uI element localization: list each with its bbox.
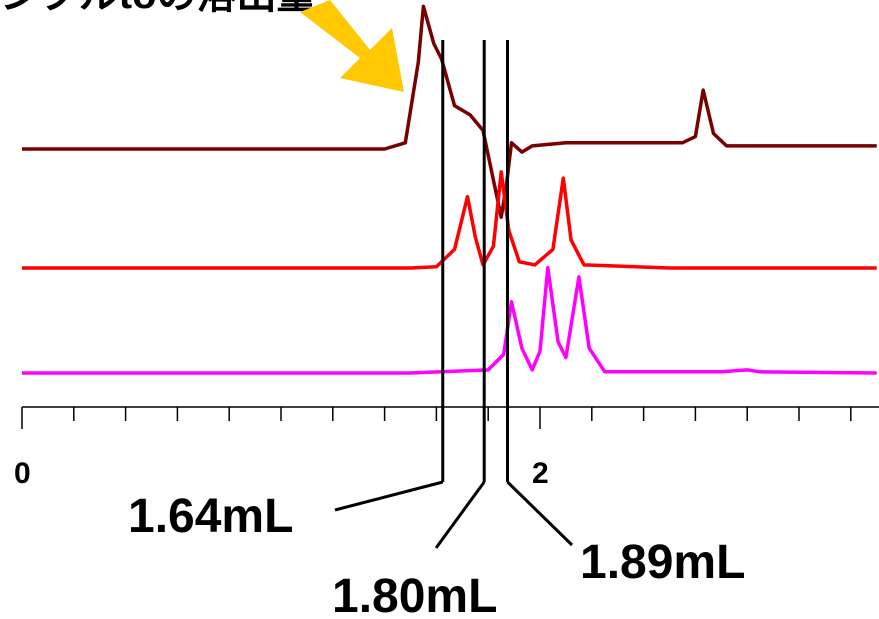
- marker-label: 1.89mL: [580, 536, 745, 589]
- x-tick-label: 0: [14, 457, 31, 490]
- marker-leader: [506, 480, 574, 547]
- marker-layer: 1.64mL 1.80mL 1.89mL: [128, 40, 745, 619]
- x-tick-label: 2: [532, 457, 549, 490]
- annotation-arrow: [300, 0, 404, 92]
- marker-leader: [434, 481, 486, 549]
- marker-label: 1.80mL: [332, 570, 497, 619]
- arrow-shape: [300, 0, 404, 92]
- marker-label: 1.64mL: [128, 490, 293, 543]
- series-layer: [22, 4, 877, 375]
- series-line-1: [22, 4, 877, 219]
- chart-title-fragment: ンプルtoの溶出量: [0, 0, 317, 17]
- marker-leader: [334, 480, 444, 512]
- series-line-3: [22, 265, 877, 375]
- series-line-2: [22, 170, 877, 270]
